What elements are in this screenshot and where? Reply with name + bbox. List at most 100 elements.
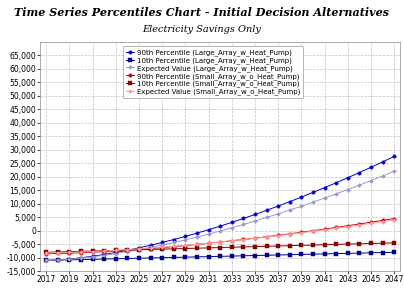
10th Percentile (Small_Array_w_o_Heat_Pump)	[334, 243, 339, 246]
10th Percentile (Large_Array_w_Heat_Pump)	[380, 251, 385, 254]
10th Percentile (Large_Array_w_Heat_Pump)	[311, 252, 316, 256]
90th Percentile (Large_Array_w_Heat_Pump)	[380, 160, 385, 164]
90th Percentile (Large_Array_w_Heat_Pump)	[114, 251, 118, 254]
Expected Value (Large_Array_w_Heat_Pump)	[368, 179, 373, 182]
Expected Value (Small_Array_w_o_Heat_Pump)	[368, 221, 373, 225]
90th Percentile (Large_Array_w_Heat_Pump)	[334, 181, 339, 184]
90th Percentile (Small_Array_w_o_Heat_Pump)	[90, 250, 95, 254]
90th Percentile (Large_Array_w_Heat_Pump)	[241, 217, 246, 220]
Expected Value (Large_Array_w_Heat_Pump)	[241, 223, 246, 226]
90th Percentile (Large_Array_w_Heat_Pump)	[55, 258, 60, 262]
Expected Value (Small_Array_w_o_Heat_Pump)	[148, 246, 153, 250]
10th Percentile (Small_Array_w_o_Heat_Pump)	[299, 243, 304, 247]
10th Percentile (Small_Array_w_o_Heat_Pump)	[229, 246, 234, 249]
10th Percentile (Small_Array_w_o_Heat_Pump)	[357, 242, 362, 246]
10th Percentile (Small_Array_w_o_Heat_Pump)	[368, 242, 373, 245]
90th Percentile (Large_Array_w_Heat_Pump)	[357, 171, 362, 174]
10th Percentile (Large_Array_w_Heat_Pump)	[206, 255, 211, 258]
10th Percentile (Large_Array_w_Heat_Pump)	[252, 254, 257, 257]
10th Percentile (Small_Array_w_o_Heat_Pump)	[171, 247, 176, 251]
Text: Time Series Percentiles Chart - Initial Decision Alternatives: Time Series Percentiles Chart - Initial …	[15, 7, 389, 18]
Expected Value (Small_Array_w_o_Heat_Pump)	[90, 250, 95, 253]
10th Percentile (Large_Array_w_Heat_Pump)	[368, 251, 373, 254]
10th Percentile (Large_Array_w_Heat_Pump)	[78, 258, 83, 261]
Expected Value (Large_Array_w_Heat_Pump)	[44, 259, 48, 262]
Expected Value (Large_Array_w_Heat_Pump)	[55, 258, 60, 262]
90th Percentile (Large_Array_w_Heat_Pump)	[322, 186, 327, 190]
10th Percentile (Large_Array_w_Heat_Pump)	[102, 257, 107, 261]
Expected Value (Small_Array_w_o_Heat_Pump)	[44, 251, 48, 254]
10th Percentile (Small_Array_w_o_Heat_Pump)	[218, 246, 223, 249]
90th Percentile (Large_Array_w_Heat_Pump)	[368, 165, 373, 169]
10th Percentile (Small_Array_w_o_Heat_Pump)	[311, 243, 316, 247]
90th Percentile (Small_Array_w_o_Heat_Pump)	[334, 226, 339, 229]
10th Percentile (Small_Array_w_o_Heat_Pump)	[55, 250, 60, 254]
10th Percentile (Large_Array_w_Heat_Pump)	[148, 256, 153, 260]
10th Percentile (Large_Array_w_Heat_Pump)	[90, 257, 95, 261]
90th Percentile (Small_Array_w_o_Heat_Pump)	[102, 250, 107, 253]
90th Percentile (Large_Array_w_Heat_Pump)	[252, 213, 257, 216]
Expected Value (Small_Array_w_o_Heat_Pump)	[55, 251, 60, 254]
10th Percentile (Small_Array_w_o_Heat_Pump)	[114, 249, 118, 252]
Expected Value (Small_Array_w_o_Heat_Pump)	[67, 251, 72, 254]
Expected Value (Large_Array_w_Heat_Pump)	[148, 246, 153, 249]
Line: Expected Value (Small_Array_w_o_Heat_Pump): Expected Value (Small_Array_w_o_Heat_Pum…	[45, 218, 396, 254]
90th Percentile (Large_Array_w_Heat_Pump)	[345, 176, 350, 179]
90th Percentile (Small_Array_w_o_Heat_Pump)	[322, 227, 327, 231]
Expected Value (Small_Array_w_o_Heat_Pump)	[264, 235, 269, 239]
10th Percentile (Large_Array_w_Heat_Pump)	[334, 252, 339, 255]
Expected Value (Large_Array_w_Heat_Pump)	[114, 252, 118, 255]
10th Percentile (Large_Array_w_Heat_Pump)	[114, 257, 118, 260]
10th Percentile (Large_Array_w_Heat_Pump)	[299, 253, 304, 256]
10th Percentile (Small_Array_w_o_Heat_Pump)	[148, 248, 153, 251]
90th Percentile (Small_Array_w_o_Heat_Pump)	[345, 224, 350, 227]
Expected Value (Large_Array_w_Heat_Pump)	[299, 204, 304, 208]
10th Percentile (Large_Array_w_Heat_Pump)	[345, 252, 350, 255]
90th Percentile (Small_Array_w_o_Heat_Pump)	[311, 229, 316, 232]
Line: 10th Percentile (Large_Array_w_Heat_Pump): 10th Percentile (Large_Array_w_Heat_Pump…	[44, 251, 396, 262]
Expected Value (Large_Array_w_Heat_Pump)	[276, 212, 281, 216]
90th Percentile (Small_Array_w_o_Heat_Pump)	[195, 243, 200, 246]
Expected Value (Large_Array_w_Heat_Pump)	[229, 226, 234, 229]
Expected Value (Large_Array_w_Heat_Pump)	[264, 216, 269, 219]
90th Percentile (Large_Array_w_Heat_Pump)	[392, 155, 397, 158]
Expected Value (Small_Array_w_o_Heat_Pump)	[218, 240, 223, 244]
90th Percentile (Large_Array_w_Heat_Pump)	[195, 231, 200, 235]
90th Percentile (Small_Array_w_o_Heat_Pump)	[287, 232, 292, 236]
Expected Value (Small_Array_w_o_Heat_Pump)	[241, 238, 246, 241]
90th Percentile (Large_Array_w_Heat_Pump)	[67, 257, 72, 261]
Expected Value (Small_Array_w_o_Heat_Pump)	[114, 249, 118, 252]
Expected Value (Large_Array_w_Heat_Pump)	[67, 257, 72, 261]
Expected Value (Small_Array_w_o_Heat_Pump)	[252, 237, 257, 240]
Expected Value (Small_Array_w_o_Heat_Pump)	[78, 250, 83, 254]
Expected Value (Large_Array_w_Heat_Pump)	[218, 229, 223, 233]
Expected Value (Small_Array_w_o_Heat_Pump)	[299, 231, 304, 235]
10th Percentile (Large_Array_w_Heat_Pump)	[125, 257, 130, 260]
90th Percentile (Large_Array_w_Heat_Pump)	[160, 241, 164, 244]
10th Percentile (Small_Array_w_o_Heat_Pump)	[125, 248, 130, 252]
10th Percentile (Large_Array_w_Heat_Pump)	[44, 259, 48, 262]
90th Percentile (Large_Array_w_Heat_Pump)	[299, 195, 304, 199]
Expected Value (Small_Array_w_o_Heat_Pump)	[137, 247, 141, 251]
Text: Electricity Savings Only: Electricity Savings Only	[143, 25, 261, 34]
10th Percentile (Small_Array_w_o_Heat_Pump)	[264, 245, 269, 248]
10th Percentile (Small_Array_w_o_Heat_Pump)	[241, 245, 246, 249]
90th Percentile (Large_Array_w_Heat_Pump)	[229, 221, 234, 224]
Line: Expected Value (Large_Array_w_Heat_Pump): Expected Value (Large_Array_w_Heat_Pump)	[45, 170, 396, 262]
90th Percentile (Small_Array_w_o_Heat_Pump)	[148, 247, 153, 250]
Line: 90th Percentile (Small_Array_w_o_Heat_Pump): 90th Percentile (Small_Array_w_o_Heat_Pu…	[44, 217, 396, 255]
90th Percentile (Large_Array_w_Heat_Pump)	[78, 256, 83, 260]
10th Percentile (Large_Array_w_Heat_Pump)	[264, 254, 269, 257]
10th Percentile (Small_Array_w_o_Heat_Pump)	[195, 246, 200, 250]
90th Percentile (Large_Array_w_Heat_Pump)	[102, 253, 107, 256]
10th Percentile (Small_Array_w_o_Heat_Pump)	[183, 247, 188, 250]
Expected Value (Large_Array_w_Heat_Pump)	[125, 250, 130, 254]
10th Percentile (Large_Array_w_Heat_Pump)	[322, 252, 327, 256]
90th Percentile (Small_Array_w_o_Heat_Pump)	[252, 236, 257, 240]
90th Percentile (Small_Array_w_o_Heat_Pump)	[125, 249, 130, 252]
90th Percentile (Large_Array_w_Heat_Pump)	[206, 228, 211, 232]
10th Percentile (Large_Array_w_Heat_Pump)	[357, 251, 362, 255]
Expected Value (Large_Array_w_Heat_Pump)	[357, 183, 362, 187]
Expected Value (Large_Array_w_Heat_Pump)	[160, 243, 164, 247]
10th Percentile (Small_Array_w_o_Heat_Pump)	[392, 241, 397, 245]
